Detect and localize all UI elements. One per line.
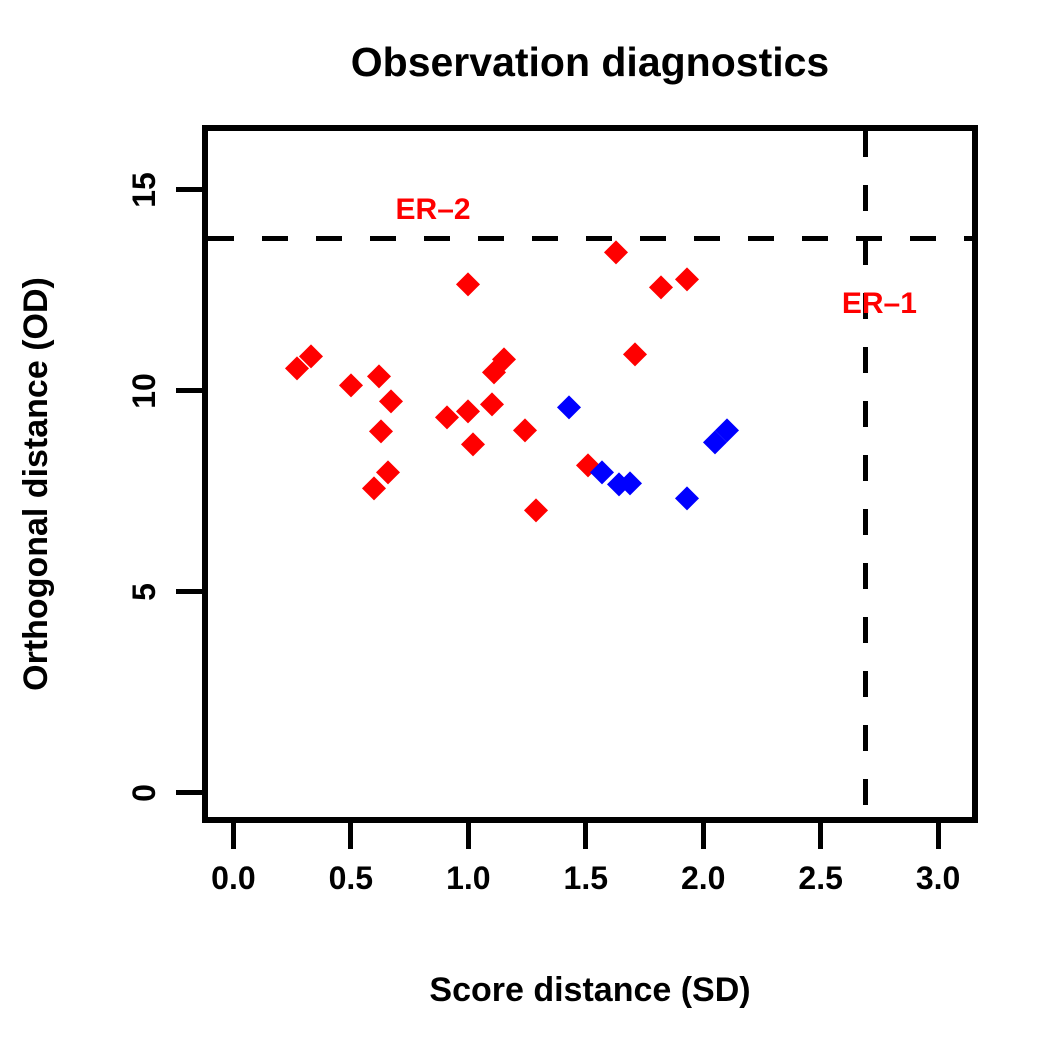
y-axis-tick	[176, 388, 202, 394]
data-point-red-observations	[376, 460, 401, 485]
x-axis-tick	[583, 823, 589, 849]
x-axis-tick	[465, 823, 471, 849]
plot-area	[205, 128, 975, 820]
data-point-red-observations	[367, 364, 391, 389]
y-axis-tick-label: 10	[126, 373, 162, 409]
x-axis-tick-label: 2.0	[680, 860, 726, 896]
data-point-red-observations	[339, 373, 363, 397]
threshold-line-er1	[862, 131, 868, 817]
data-point-red-observations	[379, 388, 403, 413]
data-point-red-observations	[369, 419, 394, 443]
chart-title: Observation diagnostics	[350, 39, 830, 85]
data-point-red-observations	[675, 267, 699, 291]
x-axis-tick-label: 2.5	[798, 860, 843, 896]
data-point-red-observations	[480, 392, 504, 416]
data-point-red-observations	[649, 275, 673, 299]
data-point-red-observations	[513, 418, 537, 442]
x-axis-tick	[348, 823, 354, 849]
threshold-label-er1: ER–1	[841, 287, 917, 321]
x-axis-tick-label: 1.5	[563, 860, 608, 896]
y-axis-tick-label: 0	[126, 783, 162, 802]
y-axis-title: Orthogonal distance (OD)	[17, 277, 55, 691]
data-point-blue-observations	[557, 394, 581, 419]
data-point-blue-observations	[675, 486, 699, 510]
x-axis-tick	[230, 823, 236, 849]
y-axis-tick	[176, 589, 202, 595]
x-axis-tick-label: 3.0	[915, 860, 961, 896]
data-point-red-observations	[362, 476, 387, 500]
x-axis-tick	[818, 823, 824, 849]
data-point-red-observations	[435, 405, 459, 430]
x-axis-tick	[700, 823, 706, 849]
x-axis-tick-label: 0.5	[328, 860, 374, 896]
plot-box	[202, 125, 978, 823]
y-axis-tick	[176, 187, 202, 193]
data-point-red-observations	[456, 399, 480, 424]
threshold-label-er2: ER–2	[395, 193, 471, 226]
x-axis-tick	[935, 823, 941, 849]
y-axis-tick-label: 15	[126, 172, 162, 208]
data-point-red-observations	[623, 342, 647, 366]
data-point-red-observations	[456, 272, 480, 297]
data-point-red-observations	[461, 432, 485, 456]
threshold-line-er2	[208, 236, 972, 242]
data-point-red-observations	[604, 240, 628, 264]
x-axis-tick-label: 1.0	[446, 860, 491, 896]
y-axis-tick	[176, 790, 202, 796]
y-axis-tick-label: 5	[126, 582, 162, 601]
data-point-red-observations	[524, 498, 549, 522]
x-axis-tick-label: 0.0	[211, 860, 256, 896]
x-axis-title: Score distance (SD)	[429, 971, 751, 1009]
